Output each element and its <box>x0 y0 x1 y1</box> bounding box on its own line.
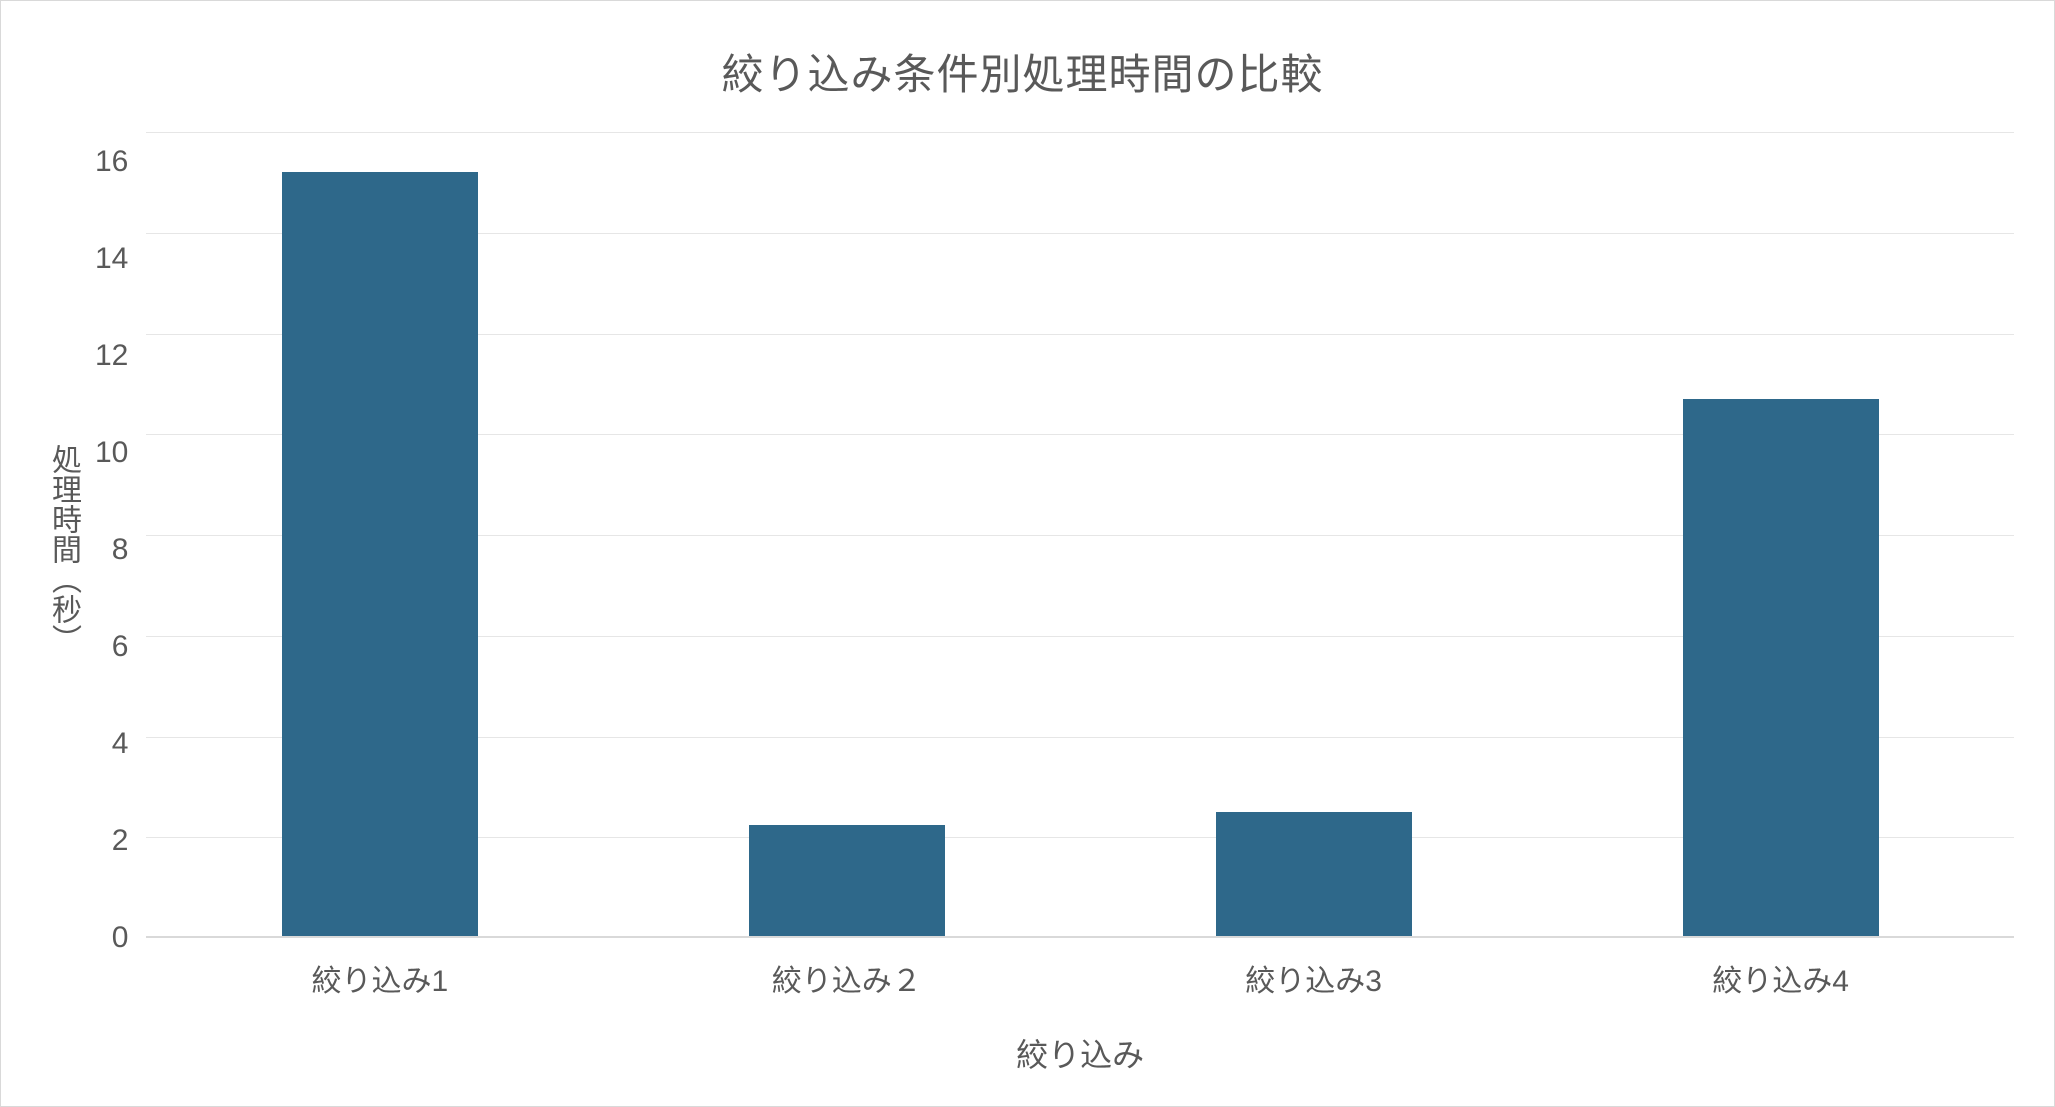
y-tick-label: 4 <box>112 729 129 759</box>
bar-slot <box>1547 132 2014 938</box>
x-axis-area: 絞り込み1絞り込み２絞り込み3絞り込み4 絞り込み <box>95 938 2014 1086</box>
x-tick-label: 絞り込み1 <box>146 956 613 1000</box>
chart-title: 絞り込み条件別処理時間の比較 <box>31 41 2014 102</box>
y-axis-title: 処理時間（秒） <box>31 132 95 1086</box>
x-axis-title: 絞り込み <box>146 1030 2014 1076</box>
y-tick-label: 16 <box>95 147 128 177</box>
bar <box>1216 812 1412 938</box>
y-tick-label: 0 <box>112 923 129 953</box>
y-tick-label: 14 <box>95 244 128 274</box>
y-tick-label: 10 <box>95 438 128 468</box>
plot-area <box>146 132 2014 938</box>
y-tick-label: 8 <box>112 535 129 565</box>
x-axis-gutter <box>95 938 146 1086</box>
x-tick-label: 絞り込み２ <box>613 956 1080 1000</box>
bars-group <box>146 132 2014 938</box>
y-axis-ticks: 0246810121416 <box>95 132 146 938</box>
bar <box>282 172 478 938</box>
plot-column: 0 2 4 6 8 10 12 14 16 絞り込み1絞り込み２絞り込み3絞り込み4 絞り込み <box>95 132 2014 1086</box>
bar-slot <box>613 132 1080 938</box>
x-tick-label: 絞り込み4 <box>1547 956 2014 1000</box>
chart-container: 絞り込み条件別処理時間の比較 処理時間（秒） 0 2 4 6 8 10 12 14 16 絞り込… <box>0 0 2055 1107</box>
bar-slot <box>1080 132 1547 938</box>
x-axis-line <box>146 936 2014 938</box>
y-tick-label: 2 <box>112 826 129 856</box>
y-tick-label: 12 <box>95 341 128 371</box>
bar <box>749 825 945 938</box>
x-axis-ticks: 絞り込み1絞り込み２絞り込み3絞り込み4 <box>146 956 2014 1000</box>
bar-slot <box>146 132 613 938</box>
chart-body: 処理時間（秒） 0246810121416 絞り込み1絞り込み２絞り込み3絞り込… <box>31 132 2014 1086</box>
bar <box>1683 399 1879 938</box>
x-tick-label: 絞り込み3 <box>1080 956 1547 1000</box>
plot-row: 0246810121416 <box>95 132 2014 938</box>
y-tick-label: 6 <box>112 632 129 662</box>
